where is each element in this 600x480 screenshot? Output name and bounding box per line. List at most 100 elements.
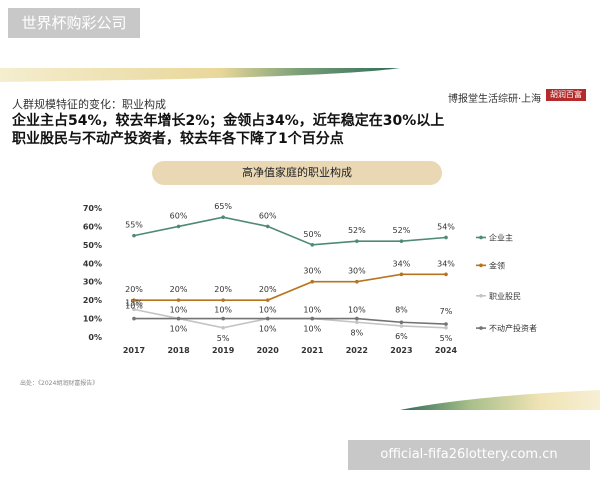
- legend-label-gold-collar: 金领: [489, 260, 505, 270]
- data-label-real-estate: 10%: [214, 306, 232, 315]
- data-label-entrepreneur: 54%: [437, 222, 455, 231]
- data-label-gold-collar: 20%: [125, 285, 143, 294]
- data-point-entrepreneur: [221, 215, 225, 220]
- data-label-real-estate: 8%: [395, 305, 408, 314]
- data-point-real-estate: [310, 316, 315, 321]
- data-point-entrepreneur: [132, 233, 136, 238]
- x-tick-label: 2020: [257, 346, 280, 355]
- data-label-real-estate: 7%: [440, 307, 453, 316]
- x-tick-label: 2024: [435, 346, 458, 355]
- series-line-gold-collar: [134, 273, 446, 301]
- data-point-entrepreneur: [444, 235, 448, 240]
- watermark-bottom: official-fifa26lottery.com.cn: [348, 440, 590, 470]
- data-label-entrepreneur: 52%: [348, 226, 366, 235]
- legend-marker-stock-trader: [479, 293, 483, 298]
- top-gradient-band: [0, 68, 400, 82]
- data-label-stock-trader: 10%: [303, 325, 321, 334]
- data-label-stock-trader: 15%: [125, 298, 143, 307]
- data-point-gold-collar: [176, 298, 181, 302]
- data-label-gold-collar: 20%: [214, 285, 232, 294]
- legend-marker-real-estate: [479, 326, 483, 330]
- data-label-stock-trader: 10%: [259, 325, 277, 334]
- x-tick-label: 2023: [390, 346, 412, 355]
- y-tick-label: 70%: [83, 204, 102, 213]
- legend-label-real-estate: 不动产投资者: [489, 323, 537, 333]
- data-point-stock-trader: [355, 320, 359, 325]
- data-label-real-estate: 10%: [303, 306, 321, 315]
- data-point-gold-collar: [355, 279, 359, 284]
- data-label-entrepreneur: 65%: [214, 202, 232, 211]
- watermark-top: 世界杯购彩公司: [8, 8, 140, 38]
- data-label-entrepreneur: 60%: [170, 211, 188, 220]
- legend-marker-gold-collar: [479, 263, 483, 268]
- data-point-entrepreneur: [265, 224, 270, 229]
- y-tick-label: 50%: [83, 241, 102, 250]
- data-point-entrepreneur: [355, 239, 359, 243]
- data-point-real-estate: [221, 316, 225, 321]
- data-label-entrepreneur: 50%: [303, 230, 321, 239]
- data-label-gold-collar: 20%: [259, 285, 277, 294]
- line-chart: 0% 10% 20% 30% 40% 50% 60% 70% 2017 2018 2019 2020 2…: [83, 202, 537, 355]
- slide-headline: 企业主占54%，较去年增长2%；金领占34%，近年稳定在30%以上 职业股民与不…: [12, 112, 532, 148]
- data-point-gold-collar: [399, 272, 404, 277]
- data-label-stock-trader: 10%: [170, 325, 188, 334]
- chart-title: 高净值家庭的职业构成: [152, 161, 442, 185]
- data-point-gold-collar: [221, 298, 225, 302]
- data-point-stock-trader: [444, 325, 448, 330]
- headline-line-2: 职业股民与不动产投资者，较去年各下降了1个百分点: [12, 131, 344, 147]
- y-tick-label: 10%: [83, 315, 102, 324]
- data-point-entrepreneur: [310, 243, 315, 247]
- data-label-gold-collar: 34%: [393, 259, 411, 268]
- data-label-real-estate: 10%: [125, 302, 143, 311]
- legend-label-stock-trader: 职业股民: [489, 291, 521, 301]
- data-label-gold-collar: 30%: [348, 267, 366, 276]
- data-point-stock-trader: [221, 325, 225, 330]
- y-tick-label: 40%: [83, 259, 102, 268]
- data-point-gold-collar: [310, 279, 315, 284]
- legend-label-entrepreneur: 企业主: [489, 232, 513, 242]
- data-label-entrepreneur: 55%: [125, 221, 143, 230]
- data-point-stock-trader: [399, 324, 404, 328]
- slide: 人群规模特征的变化：职业构成 企业主占54%，较去年增长2%；金领占34%，近年…: [0, 68, 600, 410]
- brand-name: 博报堂生活综研·上海: [448, 94, 542, 105]
- y-tick-label: 30%: [83, 278, 102, 287]
- data-point-real-estate: [355, 316, 359, 321]
- brand-logo: 胡润百富: [546, 89, 586, 101]
- data-point-entrepreneur: [176, 224, 181, 229]
- data-point-gold-collar: [132, 298, 136, 302]
- y-tick-label: 20%: [83, 296, 102, 305]
- data-label-stock-trader: 5%: [440, 334, 453, 343]
- data-point-entrepreneur: [399, 239, 404, 243]
- data-label-stock-trader: 5%: [217, 334, 230, 343]
- data-point-gold-collar: [444, 272, 448, 277]
- headline-line-1: 企业主占54%，较去年增长2%；金领占34%，近年稳定在30%以上: [12, 113, 445, 129]
- data-label-real-estate: 10%: [170, 306, 188, 315]
- data-label-gold-collar: 34%: [437, 259, 455, 268]
- data-label-entrepreneur: 52%: [393, 226, 411, 235]
- slide-subtitle: 人群规模特征的变化：职业构成: [12, 98, 166, 111]
- data-label-gold-collar: 30%: [303, 267, 321, 276]
- series-line-entrepreneur: [133, 216, 447, 246]
- x-tick-label: 2018: [167, 346, 190, 355]
- x-tick-label: 2021: [301, 346, 324, 355]
- data-label-entrepreneur: 60%: [259, 211, 277, 220]
- x-tick-label: 2017: [123, 346, 145, 355]
- data-label-stock-trader: 8%: [351, 328, 364, 337]
- data-point-stock-trader: [132, 307, 136, 312]
- y-tick-label: 60%: [83, 222, 102, 231]
- y-tick-label: 0%: [88, 333, 102, 342]
- data-point-real-estate: [399, 320, 404, 325]
- source-note: 出处：《2024胡润财富报告》: [20, 380, 99, 387]
- data-label-stock-trader: 6%: [395, 332, 408, 341]
- data-point-real-estate: [176, 316, 181, 321]
- x-tick-label: 2022: [346, 346, 368, 355]
- series-line-real-estate: [134, 317, 447, 325]
- data-point-gold-collar: [265, 298, 270, 302]
- data-label-real-estate: 10%: [259, 306, 277, 315]
- x-tick-label: 2019: [212, 346, 235, 355]
- data-label-gold-collar: 20%: [170, 285, 188, 294]
- data-point-real-estate: [265, 316, 270, 321]
- data-point-real-estate: [444, 322, 448, 326]
- bottom-gradient-band: [400, 390, 600, 410]
- legend-marker-entrepreneur: [479, 235, 483, 240]
